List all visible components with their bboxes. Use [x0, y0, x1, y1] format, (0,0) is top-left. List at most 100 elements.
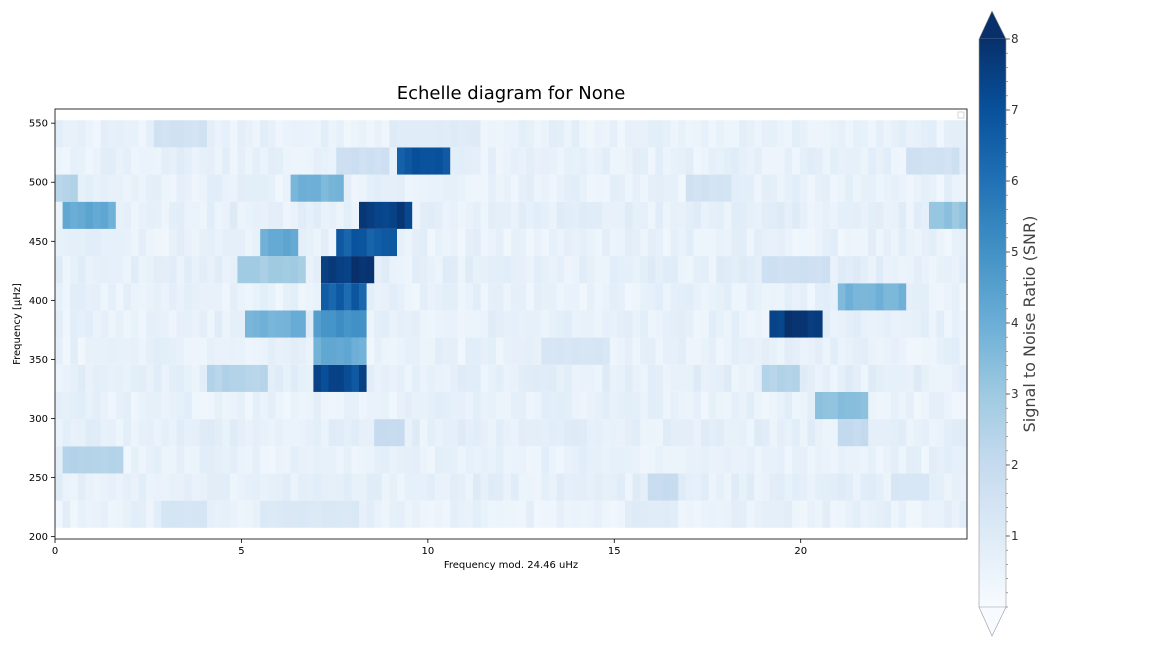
heatmap-cell — [685, 147, 694, 175]
heatmap-cell — [898, 201, 907, 229]
heatmap-cell — [906, 419, 915, 447]
heatmap-cell — [617, 473, 626, 501]
heatmap-cell — [85, 256, 94, 284]
heatmap-cell — [283, 174, 292, 202]
heatmap-cell — [708, 500, 717, 528]
heatmap-cell — [868, 228, 877, 257]
heatmap-cell — [670, 310, 679, 338]
heatmap-cell — [389, 120, 398, 148]
heatmap-cell — [822, 473, 831, 501]
heatmap-cell — [845, 147, 854, 175]
heatmap-cell — [837, 337, 846, 365]
heatmap-cell — [936, 174, 945, 202]
heatmap-cell — [450, 500, 459, 528]
heatmap-cell — [929, 337, 938, 365]
heatmap-cell — [267, 283, 276, 311]
heatmap-cell — [556, 391, 565, 420]
heatmap-cell — [343, 419, 352, 447]
heatmap-cell — [761, 473, 770, 501]
heatmap-cell — [951, 446, 960, 474]
heatmap-cell — [366, 391, 375, 420]
heatmap-cell — [70, 174, 79, 202]
heatmap-cell — [389, 473, 398, 501]
heatmap-cell — [62, 446, 71, 474]
heatmap-cell — [305, 364, 314, 392]
heatmap-cell — [313, 228, 322, 257]
heatmap-cell — [100, 500, 109, 528]
heatmap-cell — [685, 500, 694, 528]
heatmap-cell — [153, 473, 162, 501]
heatmap-cell — [115, 174, 124, 202]
heatmap-cell — [412, 147, 421, 175]
heatmap-cell — [366, 147, 375, 175]
heatmap-cell — [283, 391, 292, 420]
heatmap-cell — [207, 201, 216, 229]
heatmap-cell — [252, 228, 261, 257]
heatmap-cell — [169, 446, 178, 474]
heatmap-cell — [845, 120, 854, 148]
heatmap-cell — [723, 174, 732, 202]
heatmap-cell — [480, 201, 489, 229]
heatmap-cell — [868, 120, 877, 148]
heatmap-cell — [883, 201, 892, 229]
heatmap-cell — [237, 364, 246, 392]
heatmap-cell — [944, 201, 953, 229]
heatmap-cell — [359, 364, 368, 392]
heatmap-cell — [906, 120, 915, 148]
heatmap-cell — [951, 174, 960, 202]
heatmap-cell — [602, 391, 611, 420]
heatmap-cell — [108, 337, 117, 365]
heatmap-cell — [951, 201, 960, 229]
heatmap-cell — [640, 310, 649, 338]
heatmap-cell — [374, 500, 383, 528]
heatmap-cell — [609, 147, 618, 175]
heatmap-cell — [404, 391, 413, 420]
heatmap-cell — [518, 228, 527, 257]
heatmap-cell — [245, 391, 254, 420]
heatmap-cell — [245, 337, 254, 365]
heatmap-cell — [799, 256, 808, 284]
heatmap-cell — [617, 446, 626, 474]
heatmap-cell — [404, 364, 413, 392]
heatmap-cell — [655, 419, 664, 447]
heatmap-cell — [906, 364, 915, 392]
heatmap-cell — [93, 446, 102, 474]
heatmap-cell — [336, 500, 345, 528]
heatmap-cell — [381, 283, 390, 311]
heatmap-cell — [807, 174, 816, 202]
heatmap-cell — [640, 228, 649, 257]
heatmap-cell — [153, 446, 162, 474]
heatmap-cell — [761, 147, 770, 175]
heatmap-cell — [701, 174, 710, 202]
heatmap-cell — [473, 256, 482, 284]
heatmap-cell — [214, 283, 223, 311]
heatmap-cell — [921, 310, 930, 338]
heatmap-cell — [556, 473, 565, 501]
heatmap-cell — [153, 256, 162, 284]
heatmap-cell — [305, 283, 314, 311]
heatmap-cell — [754, 419, 763, 447]
heatmap-cell — [191, 337, 200, 365]
heatmap-cell — [837, 500, 846, 528]
heatmap-cell — [632, 256, 641, 284]
heatmap-cell — [313, 391, 322, 420]
heatmap-cell — [229, 500, 238, 528]
heatmap-cell — [594, 283, 603, 311]
heatmap-cell — [336, 473, 345, 501]
heatmap-cell — [959, 283, 967, 311]
heatmap-cell — [419, 174, 428, 202]
heatmap-cell — [693, 473, 702, 501]
heatmap-cell — [328, 147, 337, 175]
heatmap-cell — [450, 256, 459, 284]
heatmap-cell — [267, 337, 276, 365]
heatmap-cell — [678, 310, 687, 338]
heatmap-cell — [716, 228, 725, 257]
heatmap-cell — [959, 446, 967, 474]
heatmap-cell — [533, 120, 542, 148]
heatmap-cell — [564, 473, 573, 501]
heatmap-cell — [328, 120, 337, 148]
heatmap-cell — [488, 419, 497, 447]
heatmap-cell — [701, 256, 710, 284]
heatmap-cell — [792, 147, 801, 175]
